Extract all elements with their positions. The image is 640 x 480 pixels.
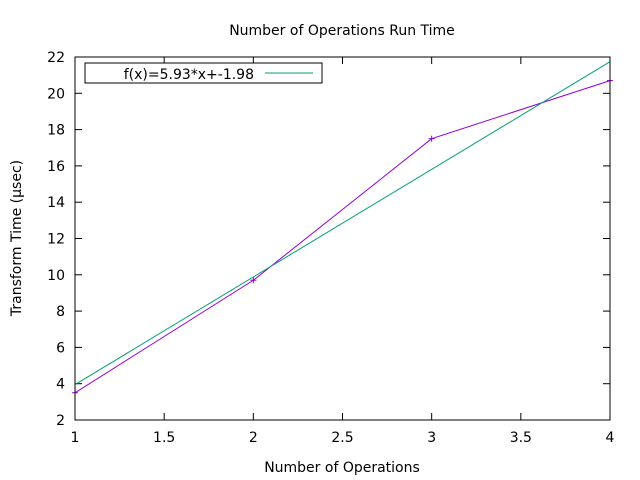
measured-line [74,80,611,394]
legend-fit-label: f(x)=5.93*x+-1.98 [124,67,254,83]
y-axis-label: Transform Time (µsec) [9,160,25,317]
chart-title: Number of Operations Run Time [229,23,455,39]
y-tick-label: 10 [47,268,65,284]
plot-frame [74,56,611,421]
y-tick-label: 4 [56,377,65,393]
y-tick-label: 16 [47,159,65,175]
x-tick-label: 1.5 [153,430,175,446]
plot-lines [72,61,613,396]
x-tick-label: 4 [606,430,615,446]
x-tick-label: 1 [71,430,80,446]
x-tick-label: 3.5 [510,430,532,446]
x-tick-label: 2.5 [331,430,353,446]
y-tick-label: 12 [47,232,65,248]
y-tick-label: 20 [47,86,65,102]
data-point [428,135,435,142]
y-tick-label: 14 [47,195,65,211]
x-tick-label: 3 [427,430,436,446]
y-tick-label: 8 [56,304,65,320]
y-tick-label: 2 [56,413,65,429]
x-axis-label: Number of Operations [264,460,420,476]
data-point [250,277,257,284]
fit-line [74,61,611,386]
axis-ticks: 1 1.5 2 2.5 3 3.5 4 2 4 6 8 10 12 14 16 18 20 22 [47,50,614,446]
y-tick-label: 18 [47,123,65,139]
legend-box [84,62,323,84]
x-tick-label: 2 [249,430,258,446]
y-tick-label: 6 [56,340,65,356]
y-tick-label: 22 [47,50,65,66]
legend: f(x)=5.93*x+-1.98 [84,62,323,84]
